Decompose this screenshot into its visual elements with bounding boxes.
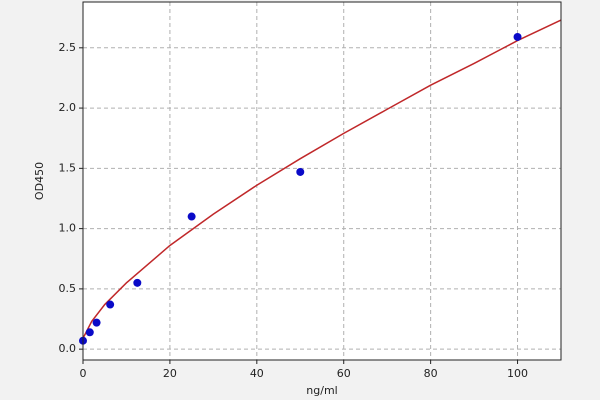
y-tick-label: 2.5	[59, 41, 77, 54]
plot-frame	[82, 1, 562, 361]
x-tick-label: 40	[250, 367, 264, 380]
x-tick-label: 0	[80, 367, 87, 380]
x-axis-label: ng/ml	[306, 384, 337, 397]
plot-area	[83, 2, 561, 360]
y-tick-label: 2.0	[59, 101, 77, 114]
fit-curve	[82, 19, 562, 339]
x-tick-label: 20	[163, 367, 177, 380]
x-tick-label: 60	[337, 367, 351, 380]
data-point	[92, 318, 101, 327]
y-tick-label: 1.0	[59, 222, 77, 235]
y-tick-label: 0.5	[59, 282, 77, 295]
x-tick-label: 80	[424, 367, 438, 380]
data-point	[513, 32, 522, 41]
data-point	[85, 328, 94, 337]
y-tick-label: 1.5	[59, 161, 77, 174]
data-point	[296, 167, 305, 176]
data-point	[106, 300, 115, 309]
data-point	[187, 212, 196, 221]
y-tick-label: 0.0	[59, 342, 77, 355]
x-tick-label: 100	[507, 367, 528, 380]
y-axis-label: OD450	[33, 162, 46, 200]
data-point	[133, 278, 142, 287]
plot-layer	[79, 2, 562, 360]
